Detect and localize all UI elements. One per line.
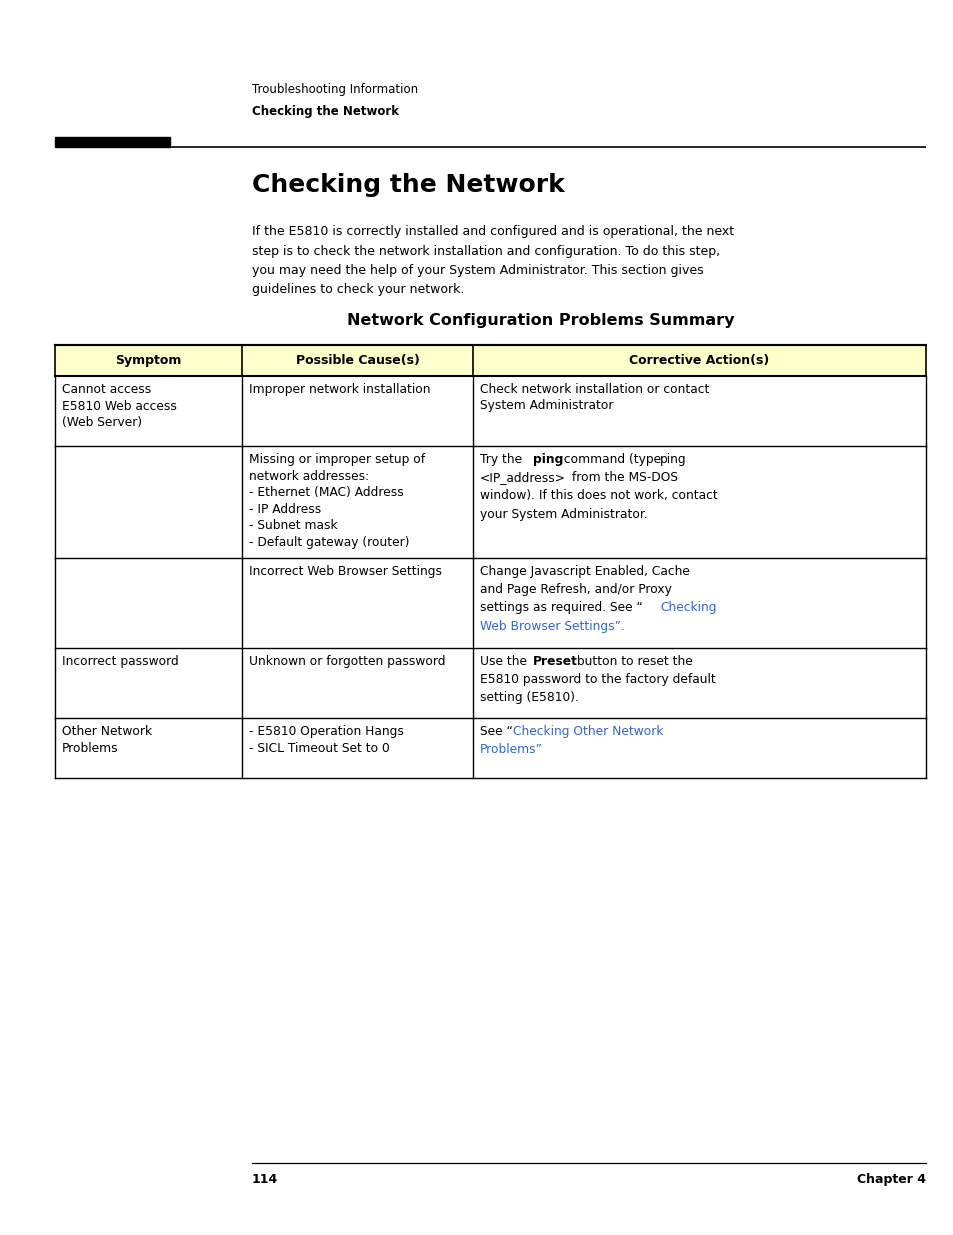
- Text: you may need the help of your System Administrator. This section gives: you may need the help of your System Adm…: [252, 264, 703, 277]
- Text: 114: 114: [252, 1173, 278, 1186]
- Text: step is to check the network installation and configuration. To do this step,: step is to check the network installatio…: [252, 245, 720, 258]
- Text: Checking: Checking: [659, 601, 716, 614]
- Text: See “: See “: [479, 725, 513, 739]
- Text: Cannot access
E5810 Web access
(Web Server): Cannot access E5810 Web access (Web Serv…: [62, 383, 176, 429]
- Text: Change Javascript Enabled, Cache: Change Javascript Enabled, Cache: [479, 564, 689, 578]
- Text: Web Browser Settings”.: Web Browser Settings”.: [479, 620, 624, 632]
- Text: Use the: Use the: [479, 655, 531, 668]
- Bar: [55, 345, 925, 375]
- Text: E5810 password to the factory default: E5810 password to the factory default: [479, 673, 715, 687]
- Text: Possible Cause(s): Possible Cause(s): [295, 354, 419, 367]
- Text: Improper network installation: Improper network installation: [249, 383, 431, 396]
- Text: ping: ping: [533, 453, 563, 466]
- Text: guidelines to check your network.: guidelines to check your network.: [252, 284, 464, 296]
- Text: Incorrect password: Incorrect password: [62, 655, 178, 668]
- Text: Checking Other Network: Checking Other Network: [513, 725, 663, 739]
- Text: Troubleshooting Information: Troubleshooting Information: [252, 83, 417, 96]
- Text: and Page Refresh, and/or Proxy: and Page Refresh, and/or Proxy: [479, 583, 671, 597]
- Text: button to reset the: button to reset the: [573, 655, 693, 668]
- Text: Try the: Try the: [479, 453, 525, 466]
- Text: Checking the Network: Checking the Network: [252, 173, 564, 198]
- Text: Incorrect Web Browser Settings: Incorrect Web Browser Settings: [249, 564, 442, 578]
- Text: Other Network
Problems: Other Network Problems: [62, 725, 152, 755]
- Text: Preset: Preset: [533, 655, 578, 668]
- Text: If the E5810 is correctly installed and configured and is operational, the next: If the E5810 is correctly installed and …: [252, 225, 734, 238]
- Bar: [55, 137, 170, 147]
- Text: Network Configuration Problems Summary: Network Configuration Problems Summary: [346, 312, 734, 329]
- Text: <IP_address>: <IP_address>: [479, 472, 565, 484]
- Text: Corrective Action(s): Corrective Action(s): [629, 354, 769, 367]
- Text: setting (E5810).: setting (E5810).: [479, 692, 578, 704]
- Text: Unknown or forgotten password: Unknown or forgotten password: [249, 655, 445, 668]
- Text: Chapter 4: Chapter 4: [856, 1173, 925, 1186]
- Text: Symptom: Symptom: [115, 354, 182, 367]
- Text: ping: ping: [659, 453, 686, 466]
- Text: from the MS-DOS: from the MS-DOS: [567, 472, 678, 484]
- Text: Check network installation or contact
System Administrator: Check network installation or contact Sy…: [479, 383, 709, 412]
- Text: your System Administrator.: your System Administrator.: [479, 508, 647, 521]
- Text: Missing or improper setup of
network addresses:
- Ethernet (MAC) Address
- IP Ad: Missing or improper setup of network add…: [249, 453, 425, 548]
- Text: Problems”: Problems”: [479, 743, 542, 756]
- Text: window). If this does not work, contact: window). If this does not work, contact: [479, 489, 717, 503]
- Text: settings as required. See “: settings as required. See “: [479, 601, 642, 614]
- Text: command (type: command (type: [559, 453, 664, 466]
- Text: - E5810 Operation Hangs
- SICL Timeout Set to 0: - E5810 Operation Hangs - SICL Timeout S…: [249, 725, 404, 755]
- Text: Checking the Network: Checking the Network: [252, 105, 398, 119]
